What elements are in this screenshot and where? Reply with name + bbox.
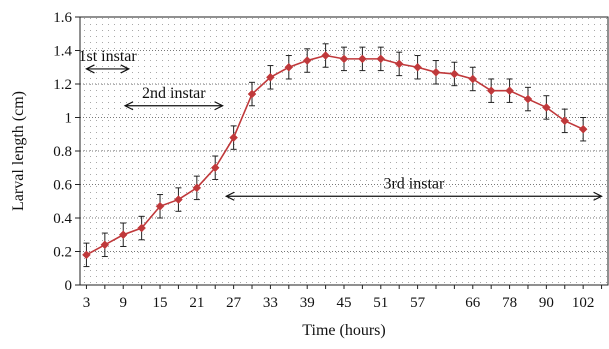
- instar-arrow: 1st instar: [78, 48, 137, 74]
- x-tick-label: 15: [153, 295, 168, 311]
- data-point: [431, 67, 441, 77]
- arrow-head-left: [85, 64, 95, 74]
- data-point: [523, 94, 533, 104]
- y-tick-label: 0.6: [53, 178, 72, 194]
- x-tick-label: 51: [373, 295, 388, 311]
- data-point: [82, 250, 91, 260]
- y-tick-label: 1.2: [53, 77, 72, 93]
- x-tick-label: 45: [337, 295, 352, 311]
- arrow-head-right: [593, 191, 603, 201]
- y-tick-label: 1.6: [53, 10, 72, 26]
- instar-label: 2nd instar: [142, 85, 206, 102]
- series-layer: [82, 43, 588, 268]
- data-point: [394, 59, 404, 69]
- y-tick-label: 0: [65, 278, 73, 294]
- x-tick-label: 9: [119, 295, 127, 311]
- data-point: [542, 103, 551, 112]
- data-point: [210, 163, 220, 173]
- arrow-head-left: [224, 191, 235, 201]
- instar-arrow: 2nd instar: [123, 85, 224, 111]
- data-point: [302, 56, 312, 65]
- y-tick-label: 1.4: [53, 44, 72, 60]
- data-point: [578, 124, 588, 134]
- data-point: [560, 116, 570, 126]
- y-tick-label: 0.4: [53, 211, 72, 227]
- data-point: [450, 69, 459, 79]
- data-point: [339, 54, 349, 64]
- x-tick-label: 90: [539, 295, 554, 311]
- arrow-head-left: [123, 101, 134, 111]
- data-point: [155, 201, 165, 211]
- data-point: [505, 86, 514, 96]
- data-point: [486, 86, 496, 96]
- instar-arrow: 3rd instar: [224, 176, 603, 201]
- x-tick-label: 21: [189, 295, 204, 311]
- y-tick-label: 0.2: [53, 245, 72, 261]
- instar-annotations: 1st instar 2nd instar 3rd instar: [78, 48, 603, 201]
- data-point: [468, 74, 478, 84]
- x-axis: 3 9 15 21 27 33 39 45 51 57 66 78 90 102: [83, 285, 603, 311]
- y-axis-title: Larval length (cm): [10, 91, 27, 211]
- x-tick-label: 78: [502, 295, 517, 311]
- y-axis: 0 0.2 0.4 0.6 0.8 1 1.2 1.4 1.6: [53, 10, 80, 294]
- series-line: [86, 54, 584, 256]
- x-tick-label: 39: [300, 295, 315, 311]
- data-point: [413, 62, 422, 72]
- data-point: [137, 223, 146, 233]
- x-tick-label: 66: [465, 295, 481, 311]
- y-tick-label: 0.8: [53, 144, 72, 160]
- instar-label: 3rd instar: [383, 176, 445, 193]
- data-point: [321, 51, 330, 60]
- x-tick-label: 27: [226, 295, 242, 311]
- y-tick-label: 1: [65, 111, 73, 127]
- x-tick-label: 33: [263, 295, 278, 311]
- x-axis-title: Time (hours): [302, 322, 385, 339]
- data-point: [247, 89, 257, 99]
- gridlines: [80, 50, 608, 252]
- data-point: [174, 195, 183, 204]
- data-point: [284, 62, 294, 72]
- instar-label: 1st instar: [78, 48, 137, 65]
- x-tick-label: 57: [410, 295, 426, 311]
- x-tick-label: 3: [83, 295, 91, 311]
- data-point: [192, 183, 202, 193]
- data-point: [100, 240, 110, 250]
- data-point: [229, 133, 238, 142]
- arrow-head-right: [214, 101, 224, 111]
- data-point: [376, 54, 386, 64]
- data-point: [358, 54, 367, 64]
- x-tick-label: 102: [572, 295, 595, 311]
- data-point: [266, 72, 275, 82]
- arrow-head-right: [120, 64, 131, 74]
- data-point: [118, 230, 128, 240]
